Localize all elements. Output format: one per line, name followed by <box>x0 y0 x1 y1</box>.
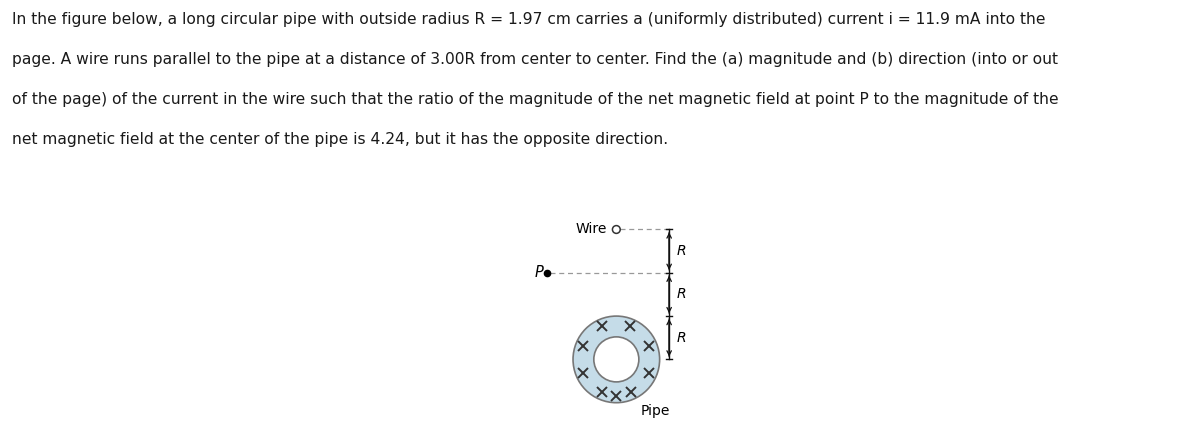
Text: R: R <box>677 331 686 345</box>
Text: Pipe: Pipe <box>640 404 670 418</box>
Text: of the page) of the current in the wire such that the ratio of the magnitude of : of the page) of the current in the wire … <box>12 92 1058 107</box>
Text: page. A wire runs parallel to the pipe at a distance of 3.00R from center to cen: page. A wire runs parallel to the pipe a… <box>12 52 1058 67</box>
Circle shape <box>574 316 660 403</box>
Circle shape <box>594 337 638 382</box>
Text: net magnetic field at the center of the pipe is 4.24, but it has the opposite di: net magnetic field at the center of the … <box>12 132 668 147</box>
Text: Wire: Wire <box>576 223 607 236</box>
Text: R: R <box>677 288 686 301</box>
Text: In the figure below, a long circular pipe with outside radius R = 1.97 cm carrie: In the figure below, a long circular pip… <box>12 12 1045 27</box>
Text: R: R <box>677 244 686 258</box>
Circle shape <box>612 226 620 233</box>
Text: P: P <box>535 265 544 280</box>
